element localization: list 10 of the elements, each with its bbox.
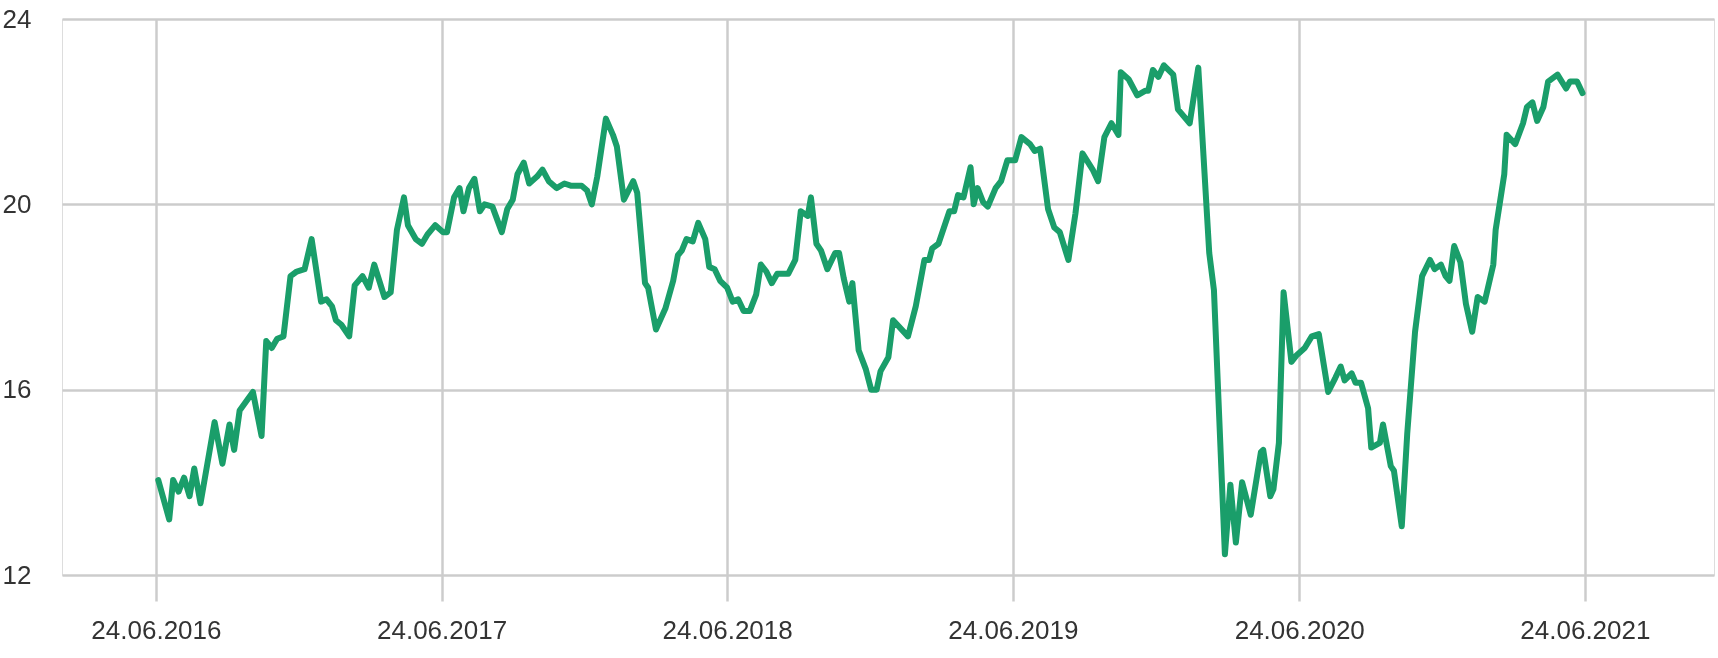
x-tick-label: 24.06.2018 xyxy=(662,614,793,645)
x-tick-label: 24.06.2020 xyxy=(1234,614,1365,645)
y-tick-label: 20 xyxy=(2,188,32,219)
y-tick-label: 12 xyxy=(2,559,32,590)
x-tick-label: 24.06.2017 xyxy=(376,614,508,645)
x-tick-label: 24.06.2021 xyxy=(1520,614,1651,645)
x-tick-label: 24.06.2019 xyxy=(948,614,1079,645)
y-tick-label: 16 xyxy=(2,374,32,405)
y-tick-label: 24 xyxy=(2,3,32,34)
x-tick-label: 24.06.2016 xyxy=(91,614,222,645)
